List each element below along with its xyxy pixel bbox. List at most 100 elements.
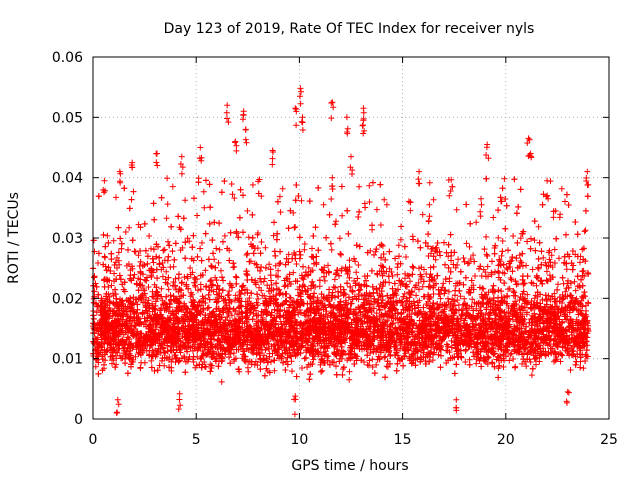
data-point	[169, 183, 176, 190]
data-point	[337, 250, 344, 257]
data-point	[220, 277, 227, 284]
data-point	[276, 261, 283, 267]
data-point	[545, 249, 552, 256]
data-point	[463, 240, 470, 247]
data-point	[510, 233, 517, 239]
data-point	[346, 368, 353, 375]
data-point	[201, 204, 208, 211]
data-point	[447, 188, 454, 194]
data-point	[571, 278, 578, 285]
data-point	[413, 292, 420, 299]
data-point	[320, 201, 327, 208]
data-point	[324, 314, 331, 321]
data-point	[419, 211, 426, 218]
data-point	[379, 243, 386, 249]
data-point	[231, 263, 238, 270]
data-point	[377, 222, 384, 228]
data-point	[281, 283, 288, 290]
data-point	[434, 272, 441, 279]
data-point	[383, 201, 390, 208]
data-point	[266, 261, 273, 268]
data-point	[244, 207, 251, 214]
data-point	[381, 196, 388, 203]
data-point	[395, 242, 402, 249]
data-point	[523, 262, 530, 269]
data-point	[172, 275, 179, 282]
data-point	[277, 209, 284, 216]
data-point	[115, 249, 122, 256]
data-point	[233, 274, 240, 281]
data-point	[558, 185, 565, 192]
data-point	[366, 182, 373, 189]
data-point	[466, 243, 473, 250]
data-point	[478, 273, 485, 279]
data-point	[460, 255, 467, 261]
data-point	[445, 295, 451, 302]
data-point	[230, 350, 237, 357]
data-point	[540, 254, 547, 261]
data-point	[582, 227, 589, 234]
data-point	[163, 215, 170, 222]
data-point	[145, 284, 152, 290]
data-point	[528, 372, 535, 379]
data-point	[260, 278, 267, 285]
data-point	[404, 272, 411, 279]
data-point	[405, 198, 412, 205]
data-point	[490, 214, 497, 221]
data-point	[407, 207, 414, 214]
data-point	[501, 175, 508, 182]
data-point	[181, 274, 188, 281]
data-points	[90, 85, 592, 418]
data-point	[150, 259, 157, 266]
data-point	[113, 194, 119, 201]
data-point	[165, 238, 171, 245]
data-point	[141, 359, 148, 366]
data-point	[483, 251, 490, 258]
data-point	[228, 312, 235, 319]
data-point	[457, 293, 464, 300]
data-point	[583, 307, 589, 314]
data-point	[419, 283, 426, 290]
data-point	[473, 219, 480, 226]
data-point	[437, 252, 444, 259]
data-point	[301, 241, 308, 247]
data-point	[272, 262, 279, 269]
data-point	[394, 264, 401, 271]
data-point	[211, 256, 218, 263]
data-point	[535, 223, 542, 230]
data-point	[218, 378, 225, 385]
data-point	[527, 359, 534, 365]
data-point	[161, 246, 168, 253]
data-point	[394, 271, 401, 278]
data-point	[262, 244, 269, 251]
data-point	[215, 259, 222, 266]
data-point	[319, 367, 326, 374]
data-point	[218, 267, 224, 274]
data-point	[483, 233, 490, 240]
data-point	[426, 179, 433, 186]
data-point	[199, 239, 205, 246]
data-point	[563, 266, 570, 273]
data-point	[194, 212, 201, 219]
data-point	[512, 298, 519, 305]
data-point	[356, 183, 363, 190]
grid-lines	[93, 57, 609, 419]
data-point	[534, 264, 541, 271]
data-point	[551, 246, 558, 253]
data-point	[560, 280, 567, 287]
data-point	[346, 257, 353, 264]
data-point	[245, 368, 252, 375]
data-point	[507, 351, 514, 358]
data-point	[126, 224, 133, 231]
data-point	[255, 295, 262, 302]
data-point	[244, 250, 251, 257]
data-point	[182, 197, 189, 204]
data-point	[310, 356, 317, 363]
data-point	[393, 298, 399, 305]
data-point	[146, 233, 153, 239]
data-point	[200, 188, 207, 195]
data-point	[328, 196, 335, 202]
data-point	[328, 246, 335, 253]
data-point	[429, 277, 436, 284]
